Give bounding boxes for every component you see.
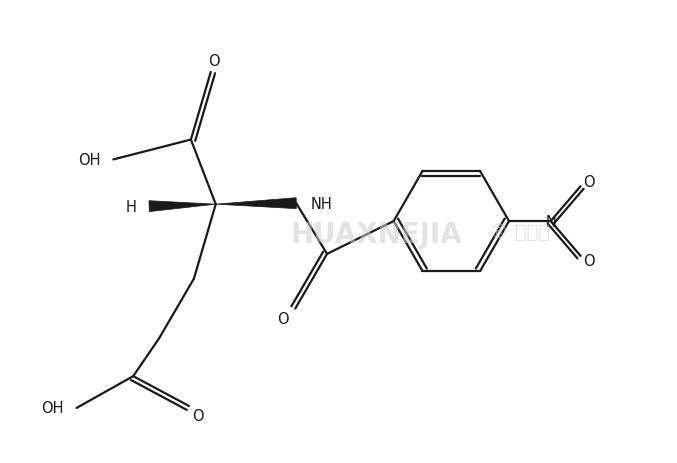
Text: OH: OH (78, 153, 100, 168)
Text: O: O (583, 254, 594, 269)
Text: O: O (583, 175, 594, 189)
Text: O: O (278, 311, 289, 326)
Polygon shape (216, 198, 297, 209)
Text: HUAXNEJIA: HUAXNEJIA (290, 220, 462, 249)
Text: NH: NH (310, 196, 332, 211)
Polygon shape (149, 201, 216, 212)
Text: O: O (192, 408, 204, 424)
Text: OH: OH (41, 400, 64, 415)
Text: H: H (125, 199, 136, 214)
Text: ® 化学加: ® 化学加 (489, 222, 550, 241)
Text: N: N (545, 214, 556, 229)
Text: O: O (208, 53, 219, 69)
